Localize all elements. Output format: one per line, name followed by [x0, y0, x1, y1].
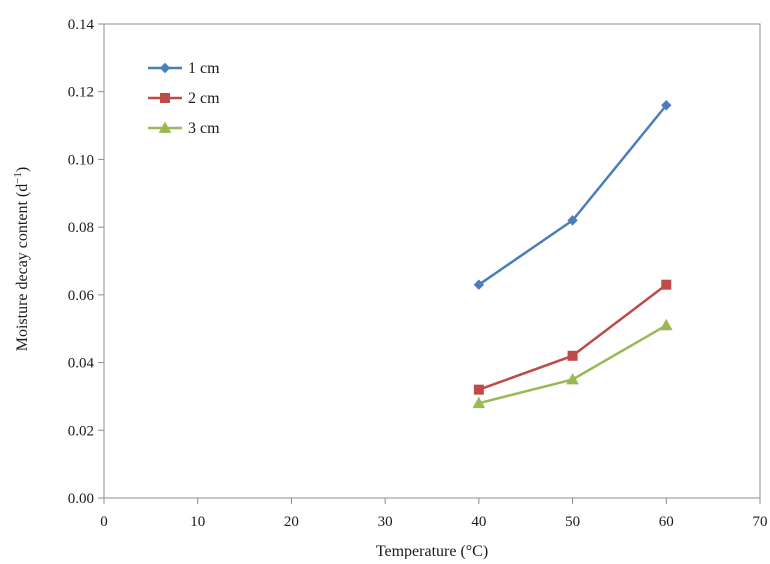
legend-entry: 2 cm	[148, 90, 220, 107]
y-axis-title-superscript: −1	[12, 172, 24, 184]
data-point	[567, 215, 578, 226]
x-tick-label: 60	[659, 514, 674, 530]
y-tick-label: 0.14	[68, 17, 95, 33]
legend-label: 1 cm	[188, 60, 220, 77]
y-tick-label: 0.06	[68, 288, 95, 304]
legend: 1 cm 2 cm 3 cm	[148, 60, 220, 137]
y-tick-label: 0.12	[68, 85, 94, 101]
x-tick-label: 30	[378, 514, 393, 530]
data-point	[566, 372, 579, 385]
legend-entry: 1 cm	[148, 60, 220, 77]
legend-label: 3 cm	[188, 120, 220, 137]
data-point	[567, 350, 578, 361]
y-tick-label: 0.08	[68, 220, 94, 236]
legend-marker	[158, 121, 172, 133]
x-tick-label: 20	[284, 514, 299, 530]
y-tick-label: 0.04	[68, 356, 95, 372]
data-point	[659, 318, 673, 331]
x-tick-label: 10	[190, 514, 205, 530]
data-point	[661, 279, 672, 290]
data-point	[472, 396, 486, 409]
legend-marker	[159, 62, 171, 74]
tick-labels: 0.00 0.02 0.04 0.06 0.08 0.10 0.12 0.14 0 10 20 30 4…	[68, 17, 768, 530]
y-tick-label: 0.10	[68, 152, 94, 168]
axes	[98, 23, 761, 504]
y-tick-label: 0.00	[68, 491, 94, 507]
series-line	[478, 104, 668, 286]
x-tick-label: 0	[100, 514, 108, 530]
y-axis-title-main: Moisture decay content (d	[14, 184, 31, 352]
y-tick-label: 0.02	[68, 423, 94, 439]
x-tick-label: 70	[753, 514, 768, 530]
series-2-cm	[473, 279, 672, 395]
data-point	[473, 279, 485, 290]
series-plot	[472, 100, 673, 409]
data-point	[661, 100, 672, 111]
series-line	[478, 324, 667, 405]
series-1-cm	[473, 100, 672, 290]
legend-label: 2 cm	[188, 90, 220, 107]
x-tick-label: 50	[565, 514, 580, 530]
y-axis-title: Moisture decay content (d−1)	[12, 167, 31, 352]
x-tick-label: 40	[471, 514, 486, 530]
series-3-cm	[472, 318, 673, 409]
legend-entry: 3 cm	[148, 120, 220, 137]
data-point	[473, 384, 484, 395]
x-axis-title: Temperature (°C)	[376, 543, 488, 559]
legend-marker	[160, 93, 170, 103]
y-axis-title-end: )	[14, 167, 31, 172]
